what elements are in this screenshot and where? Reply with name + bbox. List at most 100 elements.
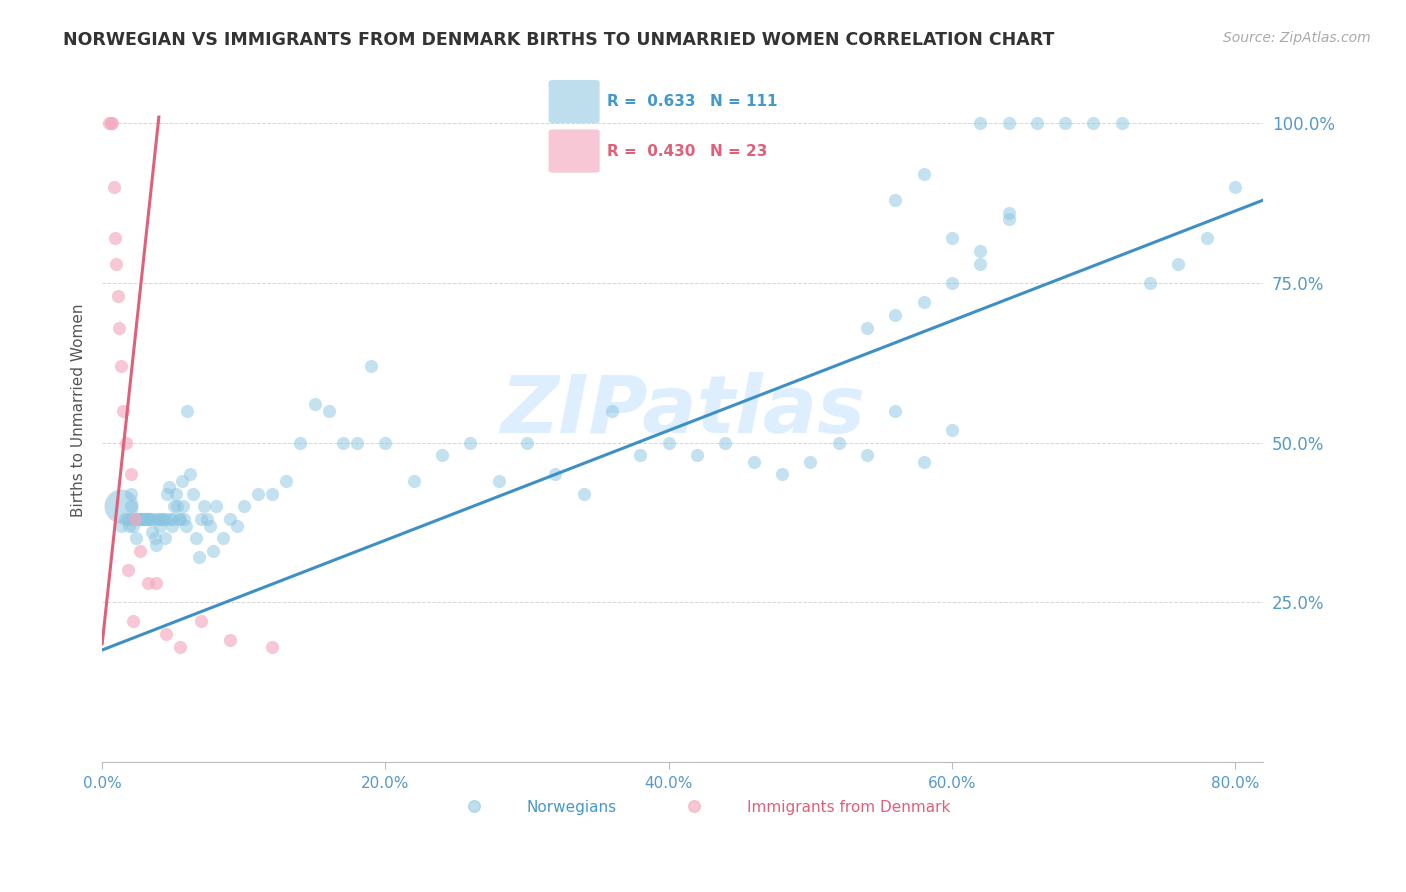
Point bbox=[124, 512, 146, 526]
Point bbox=[997, 116, 1019, 130]
Point bbox=[110, 359, 132, 373]
Point bbox=[120, 500, 142, 514]
Point bbox=[153, 531, 176, 545]
Point bbox=[150, 512, 173, 526]
Point bbox=[204, 500, 226, 514]
Point bbox=[856, 448, 879, 462]
Point bbox=[941, 423, 963, 437]
Point bbox=[912, 168, 935, 182]
Point bbox=[600, 403, 623, 417]
Point bbox=[225, 518, 247, 533]
Point bbox=[488, 474, 510, 488]
Point bbox=[166, 500, 188, 514]
Point bbox=[912, 455, 935, 469]
Point bbox=[141, 524, 163, 539]
Text: ZIPatlas: ZIPatlas bbox=[501, 372, 865, 450]
Point bbox=[128, 512, 150, 526]
Point bbox=[117, 512, 139, 526]
Point bbox=[127, 512, 149, 526]
Point bbox=[346, 435, 368, 450]
Point bbox=[112, 403, 135, 417]
Point bbox=[169, 512, 191, 526]
Point bbox=[516, 435, 538, 450]
Point bbox=[155, 512, 177, 526]
Point bbox=[1139, 276, 1161, 290]
Point bbox=[110, 518, 132, 533]
Point bbox=[120, 486, 142, 500]
Point bbox=[172, 500, 194, 514]
Point bbox=[686, 448, 709, 462]
Point bbox=[118, 518, 141, 533]
Point bbox=[159, 512, 181, 526]
Point bbox=[1223, 180, 1246, 194]
Point bbox=[262, 640, 284, 654]
Point bbox=[156, 486, 179, 500]
Point bbox=[115, 435, 138, 450]
Point bbox=[165, 486, 187, 500]
Text: NORWEGIAN VS IMMIGRANTS FROM DENMARK BIRTHS TO UNMARRIED WOMEN CORRELATION CHART: NORWEGIAN VS IMMIGRANTS FROM DENMARK BIR… bbox=[63, 31, 1054, 49]
Point bbox=[544, 467, 567, 482]
Point bbox=[103, 180, 125, 194]
Point bbox=[218, 512, 240, 526]
Point bbox=[181, 486, 204, 500]
Point bbox=[304, 397, 326, 411]
Point bbox=[139, 512, 162, 526]
Point bbox=[129, 544, 152, 558]
Text: Immigrants from Denmark: Immigrants from Denmark bbox=[747, 800, 950, 814]
Point bbox=[122, 614, 145, 628]
Point bbox=[145, 538, 167, 552]
Point bbox=[136, 512, 159, 526]
Point bbox=[195, 512, 218, 526]
Point bbox=[360, 359, 382, 373]
Point bbox=[856, 320, 879, 334]
Point bbox=[143, 531, 166, 545]
Point bbox=[218, 633, 240, 648]
Point bbox=[100, 116, 122, 130]
Point bbox=[912, 295, 935, 310]
Point bbox=[110, 500, 132, 514]
Point bbox=[155, 627, 177, 641]
Point bbox=[173, 512, 195, 526]
Point bbox=[176, 403, 198, 417]
Point bbox=[402, 474, 425, 488]
Point bbox=[131, 512, 153, 526]
Point bbox=[138, 512, 160, 526]
Point bbox=[742, 455, 765, 469]
Point bbox=[1083, 116, 1105, 130]
Point bbox=[117, 563, 139, 577]
Point bbox=[198, 518, 221, 533]
Point bbox=[107, 289, 129, 303]
Point bbox=[969, 244, 991, 258]
Point bbox=[120, 467, 142, 482]
Point bbox=[104, 231, 127, 245]
Point bbox=[167, 512, 190, 526]
Point bbox=[211, 531, 233, 545]
Point bbox=[122, 518, 145, 533]
Point bbox=[146, 512, 169, 526]
Point bbox=[121, 512, 143, 526]
Point bbox=[884, 403, 907, 417]
Point bbox=[1167, 257, 1189, 271]
Point bbox=[190, 512, 212, 526]
Point bbox=[169, 640, 191, 654]
Point bbox=[262, 486, 284, 500]
Point bbox=[1111, 116, 1133, 130]
Point bbox=[184, 531, 207, 545]
Point bbox=[884, 308, 907, 322]
Point bbox=[714, 435, 737, 450]
Point bbox=[770, 467, 793, 482]
Point bbox=[148, 512, 170, 526]
Point bbox=[134, 512, 156, 526]
Point bbox=[193, 500, 215, 514]
Y-axis label: Births to Unmarried Women: Births to Unmarried Women bbox=[72, 304, 86, 517]
Point bbox=[179, 467, 201, 482]
Point bbox=[460, 435, 482, 450]
Text: Source: ZipAtlas.com: Source: ZipAtlas.com bbox=[1223, 31, 1371, 45]
Point bbox=[969, 116, 991, 130]
Point bbox=[170, 474, 193, 488]
Point bbox=[232, 500, 254, 514]
Point bbox=[160, 518, 183, 533]
Point bbox=[190, 614, 212, 628]
Point bbox=[290, 435, 312, 450]
Point bbox=[101, 116, 124, 130]
